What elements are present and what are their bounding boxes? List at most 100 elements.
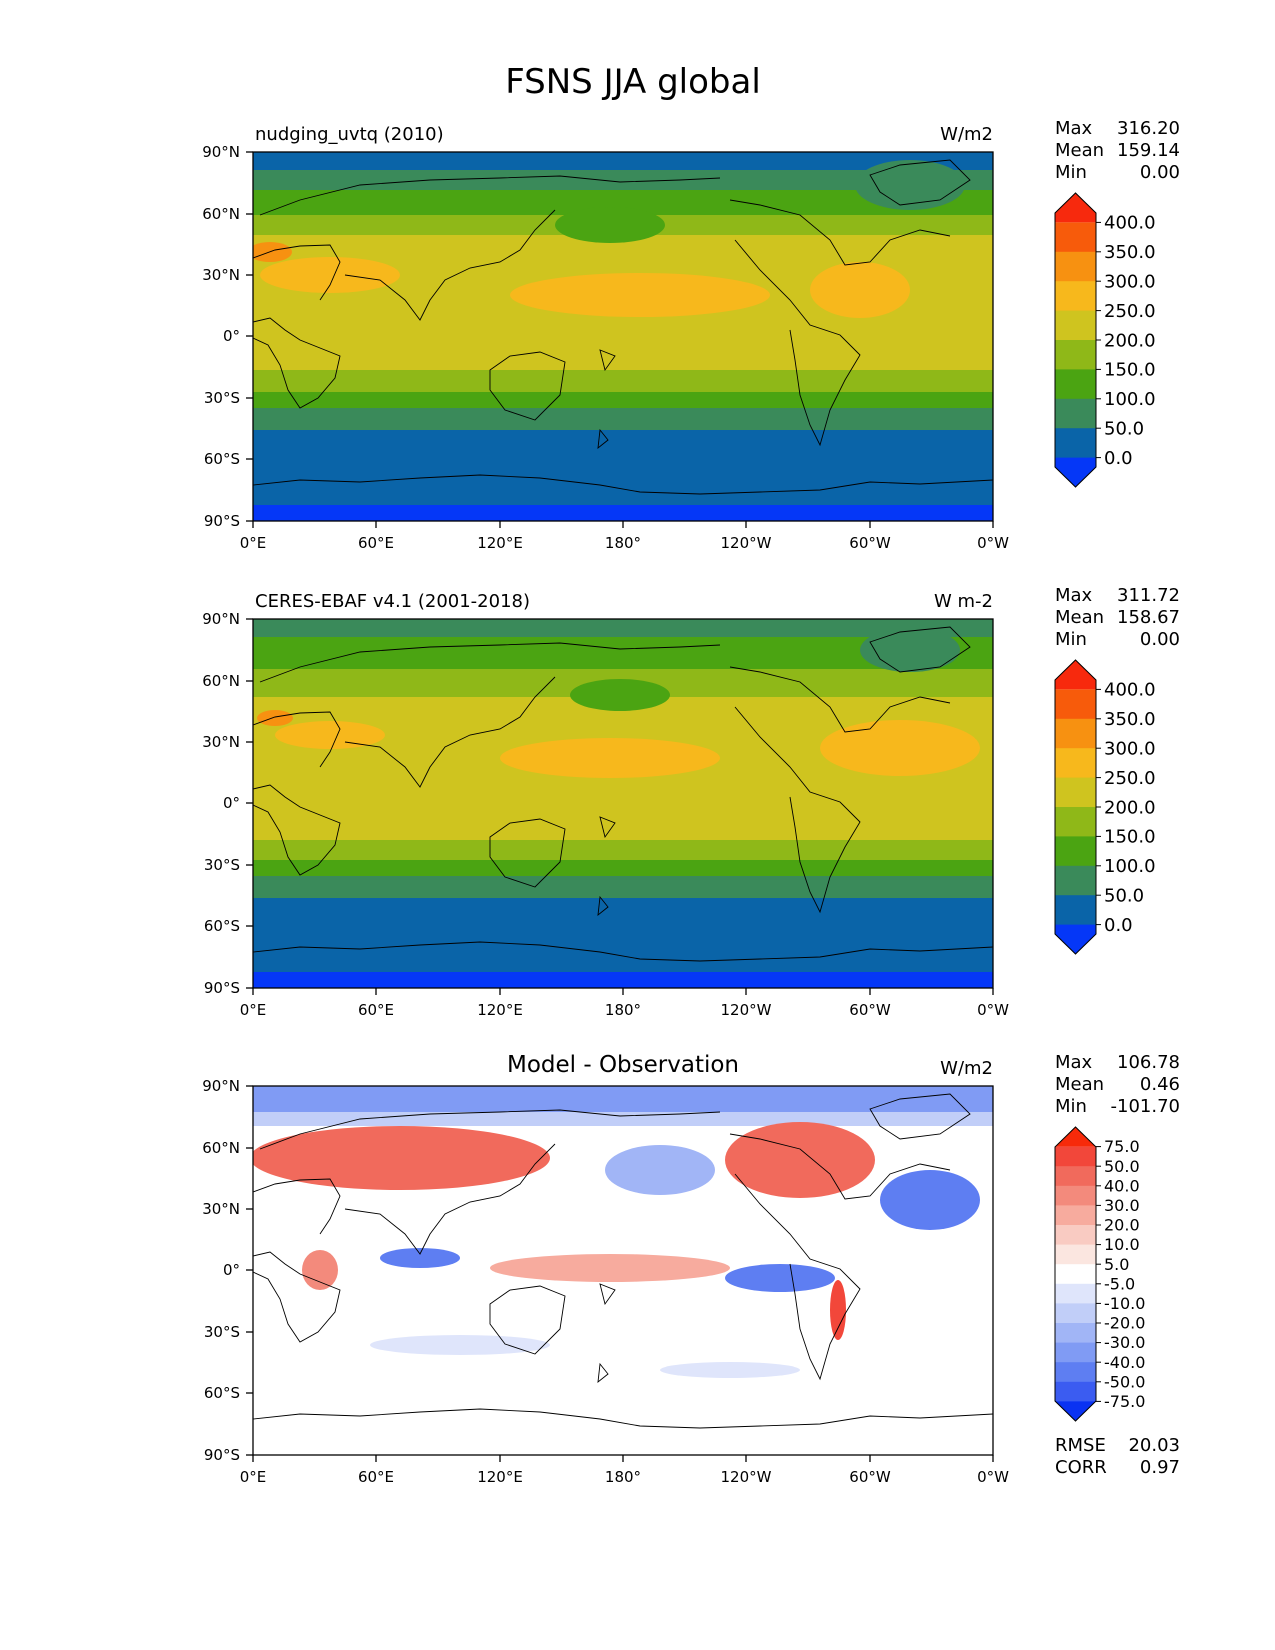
field-east-pacific-negative: [725, 1264, 835, 1292]
x-tick-label: 60°E: [358, 1001, 394, 1019]
stat-label-min: Min: [1055, 162, 1087, 183]
colorbar-swatch: [1055, 748, 1096, 779]
band-antarctica: [253, 505, 993, 521]
x-tick-label: 120°E: [477, 1468, 523, 1486]
y-tick-label: 60°S: [204, 917, 240, 935]
colorbar-swatch: [1055, 1342, 1096, 1363]
field-southern-light: [370, 1335, 550, 1355]
colorbar-swatch: [1055, 1401, 1096, 1421]
stat-value-min: 0.00: [1140, 629, 1180, 650]
band-arctic: [253, 152, 993, 170]
x-tick-label: 60°W: [849, 1001, 891, 1019]
colorbar-swatch: [1055, 689, 1096, 720]
stat-value-rmse: 20.03: [1128, 1435, 1180, 1456]
stat-label-rmse: RMSE: [1055, 1435, 1106, 1456]
colorbar-tick-label: 150.0: [1104, 360, 1156, 381]
y-tick-labels: 90°N 60°N 30°N 0° 30°S 60°S 90°S: [202, 610, 240, 997]
colorbar-tick-label: -5.0: [1104, 1274, 1135, 1293]
colorbar-swatch: [1055, 251, 1096, 282]
x-tick-label: 120°E: [477, 1001, 523, 1019]
coastlines: [253, 1093, 993, 1429]
x-tick-label: 0°E: [240, 1468, 267, 1486]
band-antarctic-sea: [253, 898, 993, 972]
y-tick-label: 30°S: [204, 1323, 240, 1341]
figure-title: FSNS JJA global: [505, 62, 761, 102]
y-tick-label: 90°N: [202, 1077, 240, 1095]
colorbar: 400.0 350.0 300.0 250.0 200.0 150.0 100.0 50.0 0…: [1054, 192, 1156, 488]
y-tick-label: 30°N: [202, 266, 240, 284]
x-tick-label: 0°W: [977, 1001, 1009, 1019]
x-tick-label: 120°W: [721, 1468, 772, 1486]
stat-value-mean: 158.67: [1117, 607, 1180, 628]
colorbar-tick-label: 0.0: [1104, 915, 1133, 936]
colorbar-swatch: [1055, 836, 1096, 867]
stat-label-mean: Mean: [1055, 1074, 1104, 1095]
field-southern-light2: [660, 1362, 800, 1378]
stat-label-min: Min: [1055, 1096, 1087, 1117]
panel-units: W m-2: [934, 591, 993, 612]
colorbar-swatch: [1055, 369, 1096, 400]
stat-label-mean: Mean: [1055, 607, 1104, 628]
x-tick-label: 120°E: [477, 534, 523, 552]
colorbar-tick-label: 0.0: [1104, 448, 1133, 469]
colorbar-tick-label: 75.0: [1104, 1137, 1140, 1156]
field-atlantic-negative: [880, 1170, 980, 1230]
x-tick-label: 0°W: [977, 1468, 1009, 1486]
colorbar-swatch: [1055, 1127, 1096, 1147]
stat-value-corr: 0.97: [1140, 1457, 1180, 1478]
colorbar-tick-label: -10.0: [1104, 1294, 1145, 1313]
y-tick-label: 60°S: [204, 450, 240, 468]
colorbar: 75.050.040.030.020.010.05.0-5.0-10.0-20.…: [1054, 1126, 1145, 1422]
colorbar-tick-label: 400.0: [1104, 213, 1156, 234]
colorbar-swatch: [1055, 428, 1096, 459]
colorbar-swatch: [1055, 1146, 1096, 1167]
colorbar-tick-label: 250.0: [1104, 301, 1156, 322]
colorbar-tick-label: -75.0: [1104, 1392, 1145, 1411]
stat-label-min: Min: [1055, 629, 1087, 650]
x-tick-labels: 0°E 60°E 120°E 180° 120°W 60°W 0°W: [240, 1001, 1009, 1019]
y-tick-label: 60°N: [202, 672, 240, 690]
field-medit: [257, 710, 293, 726]
colorbar-swatch: [1055, 777, 1096, 808]
band-subarctic: [253, 170, 993, 190]
map-panel-difference: Model - Observation W/m2: [202, 1052, 1180, 1486]
colorbar-tick-label: 40.0: [1104, 1176, 1140, 1195]
stat-label-max: Max: [1055, 585, 1093, 606]
colorbar-tick-label: 300.0: [1104, 739, 1156, 760]
x-tick-label: 60°E: [358, 1468, 394, 1486]
stat-label-max: Max: [1055, 1052, 1093, 1073]
y-tick-label: 30°N: [202, 1200, 240, 1218]
colorbar-tick-label: 50.0: [1104, 419, 1144, 440]
field-atlantic-high: [810, 262, 910, 318]
coastlines: [253, 159, 993, 495]
error-stats: RMSE CORR 20.03 0.97: [1055, 1435, 1180, 1478]
colorbar-tick-label: 300.0: [1104, 272, 1156, 293]
colorbar-outline: [1054, 192, 1097, 488]
colorbar-swatch: [1055, 340, 1096, 370]
colorbar-tick-label: 200.0: [1104, 797, 1156, 818]
field-greenland: [855, 160, 965, 210]
y-tick-label: 0°: [223, 327, 240, 345]
stat-value-min: -101.70: [1111, 1096, 1180, 1117]
colorbar-swatch: [1055, 1323, 1096, 1344]
colorbar-swatch: [1055, 1381, 1096, 1402]
stat-value-min: 0.00: [1140, 162, 1180, 183]
y-tick-label: 60°S: [204, 1384, 240, 1402]
colorbar-swatch: [1055, 310, 1096, 341]
y-tick-labels: 90°N 60°N 30°N 0° 30°S 60°S 90°S: [202, 1077, 240, 1464]
colorbar: 400.0 350.0 300.0 250.0 200.0 150.0 100.0 50.0 0…: [1054, 659, 1156, 955]
y-tick-label: 90°S: [204, 512, 240, 530]
band-southern-mid2: [253, 392, 993, 408]
field-pacific-negative: [605, 1145, 715, 1195]
field-pacific-high: [500, 738, 720, 778]
colorbar-swatch: [1055, 1185, 1096, 1206]
stat-label-mean: Mean: [1055, 140, 1104, 161]
colorbar-tick-label: 100.0: [1104, 389, 1156, 410]
panel-title-center: Model - Observation: [507, 1052, 739, 1078]
stats-box: Max Mean Min 311.72 158.67 0.00: [1055, 585, 1180, 650]
y-tick-labels: 90°N 60°N 30°N 0° 30°S 60°S 90°S: [202, 143, 240, 530]
band-arctic: [253, 619, 993, 637]
stat-value-mean: 159.14: [1117, 140, 1180, 161]
field-greenland: [860, 628, 960, 672]
stats-box: Max Mean Min 106.78 0.46 -101.70: [1055, 1052, 1180, 1117]
